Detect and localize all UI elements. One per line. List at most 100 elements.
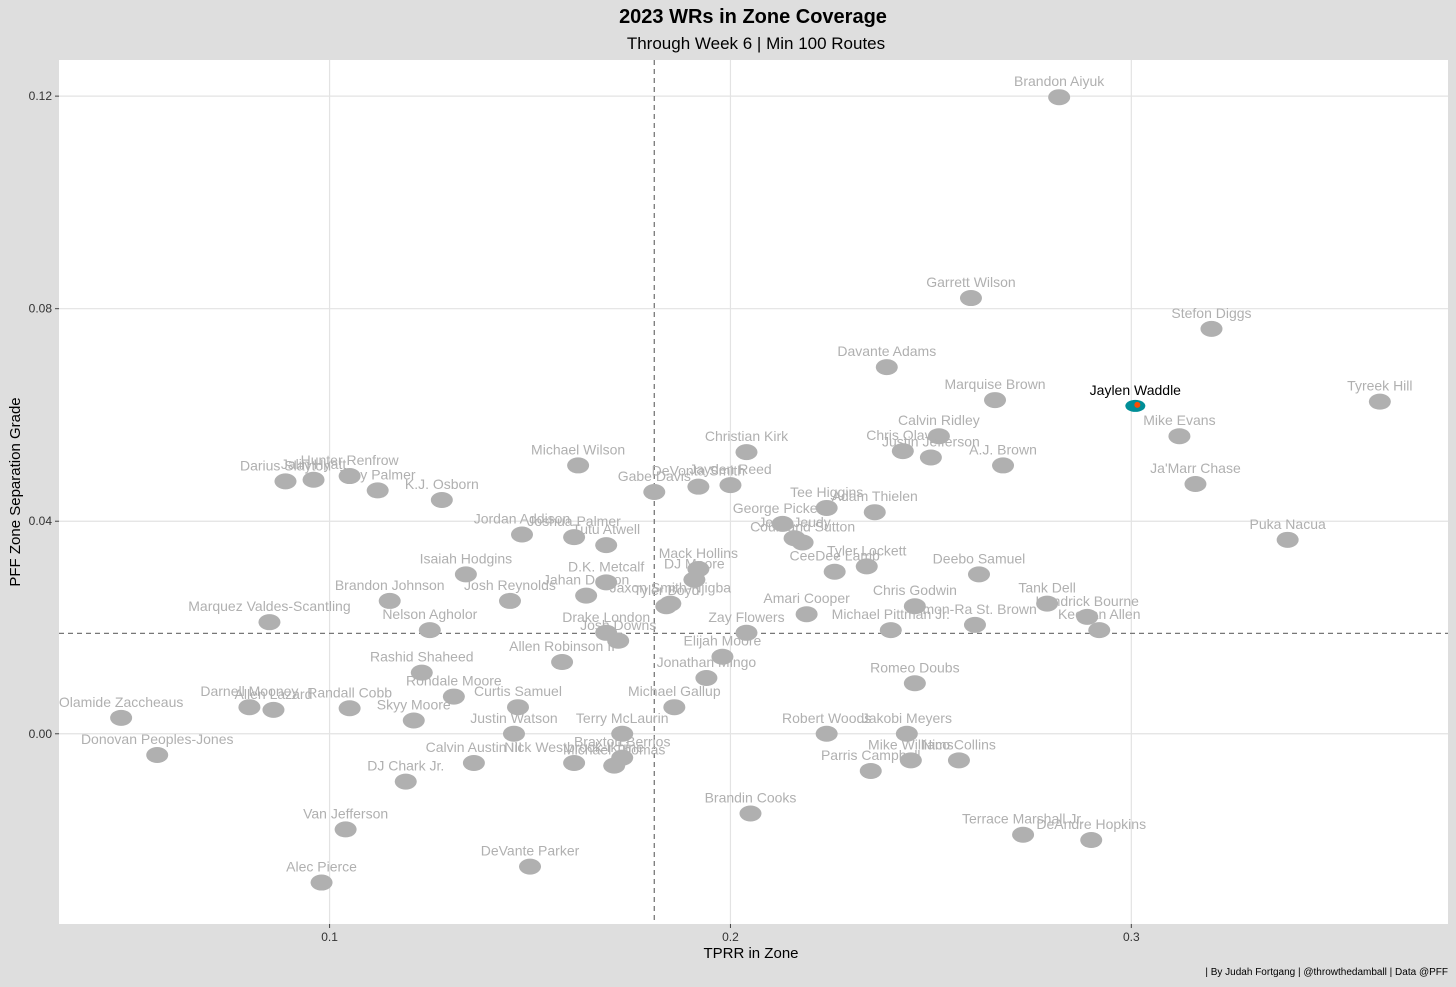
team-logo-marker xyxy=(110,709,133,726)
team-logo-marker xyxy=(595,574,618,591)
point-label: Randall Cobb xyxy=(307,684,392,700)
point-label: Curtis Samuel xyxy=(474,683,562,699)
point-label: Braxton Berrios xyxy=(574,734,670,750)
point-label: DeVante Parker xyxy=(481,843,580,859)
point-label: Jaylen Waddle xyxy=(1090,382,1182,398)
point-label: Jerry Jeudy xyxy=(758,514,830,530)
point-label: Darius Slayton xyxy=(240,457,331,473)
team-logo-marker xyxy=(563,529,586,546)
team-logo-marker xyxy=(711,648,734,665)
y-axis-label: PFF Zone Separation Grade xyxy=(7,397,24,586)
point-label: Skyy Moore xyxy=(377,696,451,712)
team-logo-marker xyxy=(927,428,950,445)
point-label: CeeDee Lamb xyxy=(790,548,880,564)
y-tick-label: 0.00 xyxy=(29,727,53,741)
chart-title: 2023 WRs in Zone Coverage xyxy=(619,6,887,28)
point-label: Tyler Boyd xyxy=(633,582,699,598)
point-label: Rashid Shaheed xyxy=(370,649,474,665)
point-label: Nico Collins xyxy=(922,736,996,752)
team-logo-marker xyxy=(595,537,618,554)
point-label: Mike Evans xyxy=(1143,412,1215,428)
point-labels: Brandon Aiyuk Garrett Wilson Stefon Diggs D… xyxy=(59,73,1413,874)
team-logo-marker xyxy=(771,515,794,532)
team-logo-marker xyxy=(1168,428,1191,445)
point-label: Puka Nacua xyxy=(1250,516,1326,532)
team-logo-marker xyxy=(258,614,281,631)
team-logo-marker xyxy=(1080,832,1103,849)
team-logo-marker xyxy=(302,471,325,488)
team-logo-marker xyxy=(338,468,361,485)
team-logo-marker xyxy=(603,757,626,774)
point-label: Drake London xyxy=(562,609,650,625)
team-logo-marker xyxy=(462,754,485,771)
point-label: Trey Palmer xyxy=(340,466,416,482)
axis-ticks: 0.1 0.2 0.3 0.00 0.04 0.08 0.12 xyxy=(29,89,1140,944)
point-label: Jahan Dotson xyxy=(543,572,629,588)
team-logo-marker xyxy=(1012,826,1035,843)
team-logo-marker xyxy=(1184,476,1207,493)
team-logo-marker xyxy=(310,874,333,891)
team-logo-marker xyxy=(274,473,297,490)
team-logo-marker xyxy=(643,484,666,500)
team-logo-marker xyxy=(575,587,598,604)
team-logo-marker xyxy=(919,449,942,466)
point-label: George Pickens xyxy=(733,500,833,516)
point-label: Parris Campbell xyxy=(821,747,921,763)
point-label: Olamide Zaccheaus xyxy=(59,694,184,710)
team-logo-marker xyxy=(394,773,417,790)
y-tick-label: 0.08 xyxy=(29,302,53,316)
team-logo-marker xyxy=(875,359,898,376)
team-logo-marker xyxy=(683,571,706,588)
point-label: Christian Kirk xyxy=(705,428,789,444)
point-label: Van Jefferson xyxy=(303,805,388,821)
point-label: Adam Thielen xyxy=(832,488,918,504)
team-logo-marker xyxy=(687,478,710,495)
point-label: Calvin Ridley xyxy=(898,412,980,428)
team-logo-marker xyxy=(695,669,718,686)
point-label: Tyler Lockett xyxy=(827,542,906,558)
point-label: Nelson Agholor xyxy=(382,606,477,622)
team-logo-marker xyxy=(378,592,401,609)
point-label: Donovan Peoples-Jones xyxy=(81,731,234,747)
team-logo-marker xyxy=(863,504,886,521)
point-label: Justin Watson xyxy=(470,710,557,726)
point-label: DJ Moore xyxy=(664,556,725,572)
team-logo-marker xyxy=(735,444,758,461)
point-label: Chris Olave xyxy=(866,427,939,443)
point-label: Tank Dell xyxy=(1018,580,1076,596)
point-label: Deebo Samuel xyxy=(933,550,1026,566)
team-logo-marker xyxy=(511,526,533,543)
point-label: D.K. Metcalf xyxy=(568,558,644,574)
x-axis-label: TPRR in Zone xyxy=(703,945,798,962)
point-label: Tutu Atwell xyxy=(572,521,640,537)
point-label: Joshua Palmer xyxy=(527,513,621,529)
team-logo-marker xyxy=(442,688,465,705)
team-logo-marker xyxy=(963,616,986,633)
team-logo-marker xyxy=(855,558,878,575)
point-label: Isaiah Hodgins xyxy=(420,550,513,566)
team-logo-marker xyxy=(795,606,818,623)
point-label: Calvin Austin III xyxy=(426,739,523,755)
grid-lines xyxy=(59,60,1448,924)
y-tick-label: 0.12 xyxy=(29,89,53,103)
team-logo-marker xyxy=(238,699,261,716)
point-label: Robert Woods xyxy=(782,710,871,726)
point-label: Alec Pierce xyxy=(286,859,357,875)
point-label: Josh Downs xyxy=(580,617,656,633)
point-label: Michael Pittman Jr. xyxy=(832,606,950,622)
team-logo-marker xyxy=(947,752,970,769)
team-logo-marker xyxy=(567,457,590,474)
team-logo-marker xyxy=(899,752,922,769)
team-logo-marker xyxy=(735,624,758,641)
team-logo-marker xyxy=(402,712,425,729)
point-label: Michael Gallup xyxy=(628,683,721,699)
plot-panel xyxy=(59,60,1448,924)
point-label: Brandon Aiyuk xyxy=(1014,73,1105,89)
team-logo-marker xyxy=(655,598,678,615)
team-logo-marker xyxy=(823,563,846,580)
y-tick-label: 0.04 xyxy=(29,514,53,528)
team-logo-marker xyxy=(891,443,914,460)
point-label: Keenan Allen xyxy=(1058,606,1141,622)
data-points xyxy=(110,89,1391,891)
